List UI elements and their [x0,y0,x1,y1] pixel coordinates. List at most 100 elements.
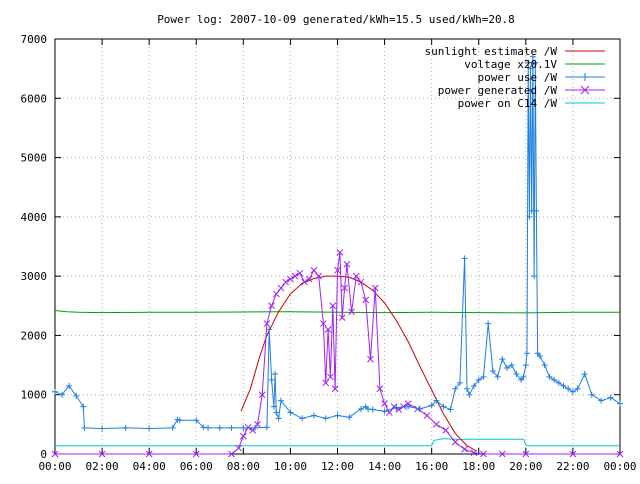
data-point [475,376,482,383]
series-0 [240,275,477,452]
series-3 [51,249,624,458]
data-point [270,403,277,410]
data-point [524,350,531,357]
legend-label: voltage x20.1V [464,58,557,71]
data-point [80,403,87,410]
data-point [574,385,581,392]
data-point [588,391,595,398]
data-point [551,376,558,383]
data-point [466,391,473,398]
data-point [66,382,73,389]
series-1 [54,310,620,314]
series-4 [55,438,620,447]
data-point [456,379,463,386]
data-point [51,450,59,458]
data-point [334,266,341,274]
data-point [470,449,478,457]
data-point [376,385,384,393]
x-tick-label: 00:00 [38,460,71,473]
data-point [541,362,548,369]
data-point [59,391,66,398]
data-point [169,424,176,431]
legend-label: power on C14 /W [458,97,558,110]
data-point [471,382,478,389]
data-point [315,272,323,280]
data-point [287,409,294,416]
data-point [607,394,614,401]
y-tick-label: 3000 [21,270,48,283]
data-point [275,415,282,422]
data-point [273,409,280,416]
data-point [239,432,247,440]
data-point [228,424,235,431]
data-point [320,320,327,327]
data-point [263,320,271,327]
data-point [81,424,88,431]
data-point [416,405,423,412]
x-tick-label: 06:00 [180,460,213,473]
data-point [569,450,577,458]
legend-item: voltage x20.1V [464,58,605,71]
data-point [393,404,400,411]
series-line [55,438,620,447]
data-point [617,400,623,407]
data-point [555,379,562,386]
data-point [228,450,235,458]
data-point [263,424,270,431]
data-point [532,59,539,66]
series-line [240,275,477,452]
y-tick-label: 6000 [21,92,48,105]
legend-marker [580,85,590,95]
data-point [513,370,520,377]
data-point [287,275,294,283]
data-point [440,403,447,410]
data-point [327,373,334,381]
data-point [145,450,153,458]
data-point [240,424,247,431]
data-point [371,284,379,292]
data-point [301,278,308,286]
series-2 [52,53,623,432]
data-point [336,249,344,256]
legend-item: power generated /W [438,84,605,97]
legend-item: power on C14 /W [458,97,605,110]
data-point [569,388,576,395]
data-point [305,275,313,283]
data-point [489,368,496,374]
data-point [428,402,435,409]
data-point [268,302,275,310]
axes: 00:00 02:00 04:00 06:00 08:00 10:00 12:00 14:00… [21,33,637,473]
data-point [381,400,388,407]
data-point [498,450,506,458]
data-point [98,450,106,458]
legend-item: power use /W [478,71,605,84]
data-point [244,423,252,431]
data-point [504,365,510,372]
y-tick-label: 7000 [21,33,48,46]
data-point [522,362,529,369]
data-point [525,59,532,66]
data-point [598,397,605,404]
data-point [433,421,440,428]
data-point [329,302,337,310]
data-point [494,373,501,380]
data-point [522,450,530,458]
data-point [433,397,440,404]
legend-item: sunlight estimate /W [425,45,605,58]
x-tick-label: 02:00 [86,460,119,473]
legend-label: power use /W [478,71,558,84]
data-point [282,278,290,286]
data-point [277,284,285,292]
data-point [272,370,279,377]
data-point [581,370,588,377]
x-tick-label: 04:00 [133,460,166,473]
data-point [529,53,536,60]
series-line [54,56,621,430]
x-tick-label: 08:00 [227,460,260,473]
series-line [54,310,620,314]
data-point [299,415,306,422]
data-point [235,444,242,452]
